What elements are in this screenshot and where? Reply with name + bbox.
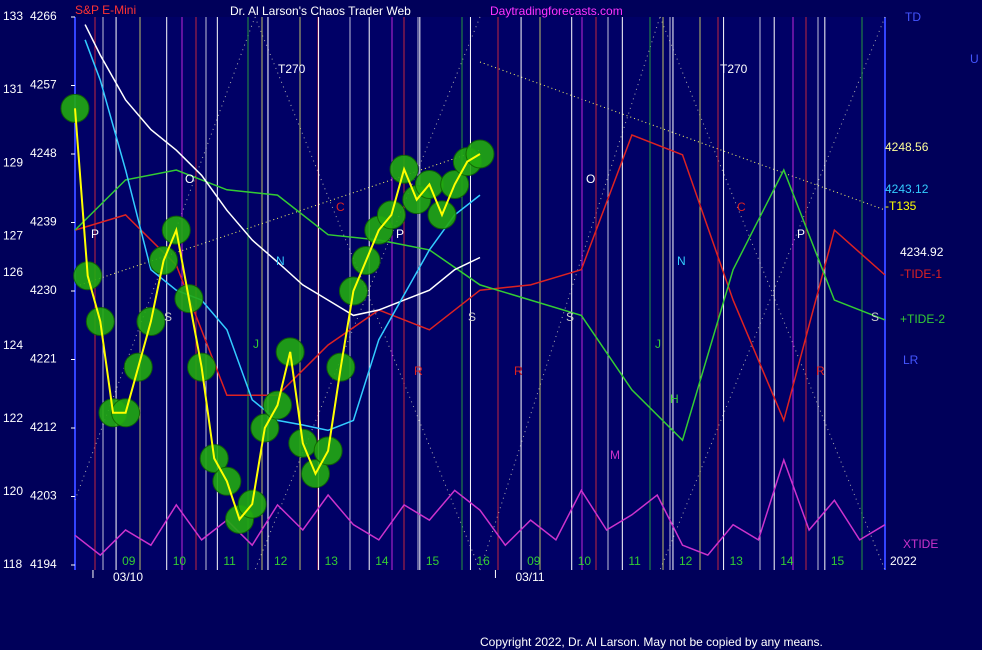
end-label: TD [905, 10, 921, 24]
annotation: S [468, 310, 476, 324]
date-label: 03/10 [113, 570, 143, 584]
x-tick-label: 14 [780, 554, 794, 568]
y-tick-label: 4212 [30, 420, 57, 434]
annotation: S [164, 310, 172, 324]
series-line [84, 39, 481, 432]
annotation: P [797, 227, 805, 241]
x-tick-label: 15 [831, 554, 845, 568]
annotation: P [91, 227, 99, 241]
year-label: 2022 [890, 554, 917, 568]
end-label: -T135 [885, 199, 917, 213]
annotation: S [871, 310, 879, 324]
y2-tick-label: 131 [3, 82, 23, 96]
series-label: -TIDE-1 [900, 267, 942, 281]
annotation: R [414, 364, 423, 378]
plot-area [75, 17, 885, 570]
y-tick-label: 4221 [30, 352, 57, 366]
annotation: N [677, 254, 686, 268]
y-tick-label: 4239 [30, 215, 57, 229]
annotation: O [185, 172, 194, 186]
annotation: N [276, 254, 285, 268]
annotation: S [566, 310, 574, 324]
annotation: R [514, 364, 523, 378]
series-line [74, 134, 886, 423]
chart-title: Dr. Al Larson's Chaos Trader Web [230, 4, 411, 18]
y-tick-label: 4230 [30, 283, 57, 297]
x-tick-label: 10 [173, 554, 187, 568]
end-label: 4243.12 [885, 182, 929, 196]
series-line [84, 24, 481, 317]
annotation: T270 [278, 62, 306, 76]
series-line [74, 108, 481, 522]
date-label: 03/11 [515, 570, 544, 584]
y-tick-label: 4266 [30, 9, 57, 23]
annotation: T270 [720, 62, 748, 76]
series-label: XTIDE [903, 537, 938, 551]
x-tick-label: 15 [426, 554, 440, 568]
diagonal-line [479, 16, 661, 571]
annotation: J [655, 337, 661, 351]
end-label: 4248.56 [885, 140, 929, 154]
y-tick-label: 4194 [30, 557, 57, 571]
annotation: H [670, 392, 679, 406]
site-name: Daytradingforecasts.com [490, 4, 623, 18]
copyright: Copyright 2022, Dr. Al Larson. May not b… [480, 635, 823, 649]
annotation: P [396, 227, 404, 241]
x-tick-label: 16 [476, 554, 490, 568]
x-tick-label: 13 [325, 554, 339, 568]
y2-tick-label: 129 [3, 155, 23, 169]
annotation: O [586, 172, 595, 186]
x-tick-label: 14 [375, 554, 389, 568]
end-label: 4234.92 [900, 245, 944, 259]
y2-tick-label: 118 [3, 557, 22, 571]
series-line [74, 168, 886, 442]
end-label: LR [903, 353, 919, 367]
annotation: M [610, 448, 620, 462]
y2-tick-label: 120 [3, 484, 23, 498]
annotation: C [737, 200, 746, 214]
x-tick-label: 12 [679, 554, 693, 568]
y2-tick-label: 126 [3, 265, 23, 279]
y2-tick-label: 122 [3, 411, 23, 425]
x-tick-label: 09 [122, 554, 136, 568]
x-tick-label: 09 [527, 554, 541, 568]
x-tick-label: 11 [628, 554, 641, 568]
end-label: U [970, 52, 979, 66]
annotation: C [336, 200, 345, 214]
y-tick-label: 4257 [30, 78, 57, 92]
x-tick-label: 12 [274, 554, 288, 568]
x-tick-label: 11 [223, 554, 236, 568]
y-tick-label: 4203 [30, 489, 57, 503]
y2-tick-label: 124 [3, 338, 23, 352]
instrument: S&P E-Mini [75, 3, 136, 17]
series-label: +TIDE-2 [900, 312, 945, 326]
x-tick-label: 13 [730, 554, 744, 568]
y-tick-label: 4248 [30, 146, 57, 160]
y2-tick-label: 127 [3, 228, 23, 242]
y2-tick-label: 133 [3, 9, 23, 23]
annotation: R [816, 364, 825, 378]
annotation: J [253, 337, 259, 351]
x-tick-label: 10 [578, 554, 592, 568]
series-line [74, 457, 886, 557]
